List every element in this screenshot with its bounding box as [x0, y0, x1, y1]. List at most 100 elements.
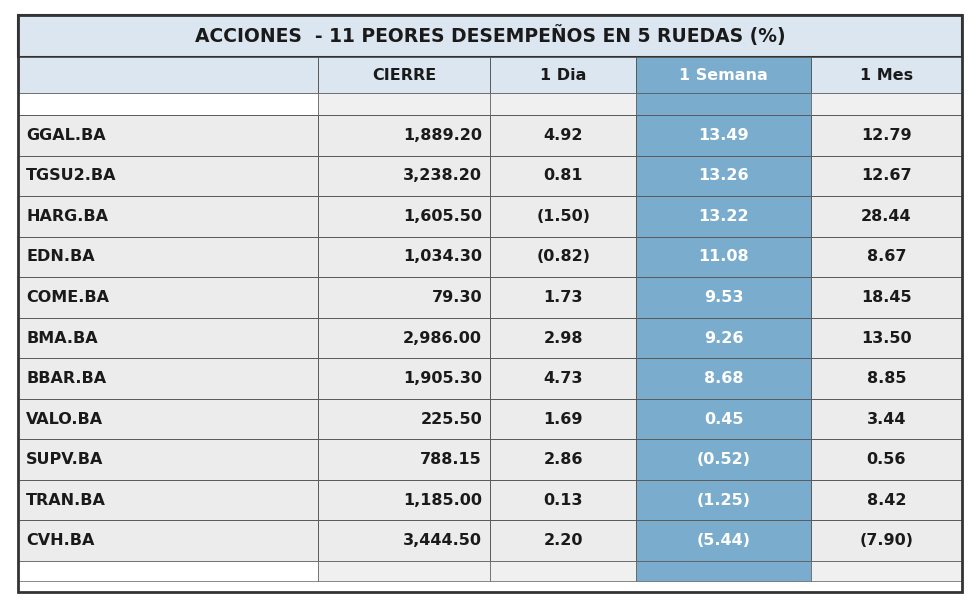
Bar: [490, 439, 636, 480]
Bar: [318, 115, 490, 155]
Text: 13.50: 13.50: [861, 330, 911, 345]
Bar: [490, 480, 636, 520]
Text: 1 Semana: 1 Semana: [679, 67, 768, 83]
Text: 12.67: 12.67: [861, 168, 911, 183]
Bar: [490, 561, 636, 581]
Text: 1 Dia: 1 Dia: [540, 67, 586, 83]
Bar: [811, 155, 962, 196]
Text: 13.49: 13.49: [699, 127, 749, 143]
Text: 3.44: 3.44: [866, 412, 907, 427]
Text: SUPV.BA: SUPV.BA: [26, 452, 103, 467]
Text: 8.68: 8.68: [704, 371, 744, 386]
Text: 1,605.50: 1,605.50: [403, 209, 482, 224]
Text: ACCIONES  - 11 PEORES DESEMPEÑOS EN 5 RUEDAS (%): ACCIONES - 11 PEORES DESEMPEÑOS EN 5 RUE…: [195, 25, 785, 47]
Bar: [490, 155, 636, 196]
Bar: [811, 317, 962, 358]
Text: 2,986.00: 2,986.00: [403, 330, 482, 345]
Bar: [18, 277, 318, 317]
Bar: [636, 480, 811, 520]
Bar: [18, 155, 318, 196]
Bar: [636, 155, 811, 196]
Text: GGAL.BA: GGAL.BA: [26, 127, 106, 143]
Text: VALO.BA: VALO.BA: [26, 412, 103, 427]
Text: 3,238.20: 3,238.20: [403, 168, 482, 183]
Text: 1.73: 1.73: [543, 290, 583, 305]
Text: (0.52): (0.52): [697, 452, 751, 467]
Text: HARG.BA: HARG.BA: [26, 209, 108, 224]
Bar: [18, 439, 318, 480]
Bar: [811, 399, 962, 439]
Text: 79.30: 79.30: [431, 290, 482, 305]
Text: 12.79: 12.79: [861, 127, 911, 143]
Bar: [811, 277, 962, 317]
Bar: [318, 317, 490, 358]
Bar: [636, 57, 811, 93]
Bar: [18, 317, 318, 358]
Bar: [490, 277, 636, 317]
Bar: [318, 561, 490, 581]
Text: 1 Mes: 1 Mes: [859, 67, 913, 83]
Bar: [490, 358, 636, 399]
Bar: [18, 196, 318, 237]
Bar: [636, 399, 811, 439]
Text: 2.86: 2.86: [543, 452, 583, 467]
Text: BBAR.BA: BBAR.BA: [26, 371, 106, 386]
Text: 2.98: 2.98: [543, 330, 583, 345]
Bar: [18, 15, 962, 57]
Bar: [318, 155, 490, 196]
Bar: [490, 115, 636, 155]
Bar: [18, 115, 318, 155]
Text: 0.81: 0.81: [543, 168, 583, 183]
Bar: [811, 561, 962, 581]
Bar: [18, 480, 318, 520]
Text: 18.45: 18.45: [861, 290, 911, 305]
Bar: [18, 561, 318, 581]
Bar: [636, 237, 811, 277]
Bar: [811, 439, 962, 480]
Bar: [811, 93, 962, 115]
Text: TGSU2.BA: TGSU2.BA: [26, 168, 117, 183]
Text: 13.26: 13.26: [699, 168, 749, 183]
Text: 2.20: 2.20: [543, 533, 583, 548]
Bar: [490, 317, 636, 358]
Text: (5.44): (5.44): [697, 533, 751, 548]
Text: (7.90): (7.90): [859, 533, 913, 548]
Text: 225.50: 225.50: [420, 412, 482, 427]
Text: 1.69: 1.69: [543, 412, 583, 427]
Text: TRAN.BA: TRAN.BA: [26, 493, 106, 507]
Text: 788.15: 788.15: [420, 452, 482, 467]
Text: 13.22: 13.22: [699, 209, 749, 224]
Text: CVH.BA: CVH.BA: [26, 533, 94, 548]
Bar: [811, 196, 962, 237]
Bar: [490, 57, 636, 93]
Bar: [636, 317, 811, 358]
Bar: [18, 399, 318, 439]
Text: 1,905.30: 1,905.30: [403, 371, 482, 386]
Text: 1,185.00: 1,185.00: [403, 493, 482, 507]
Text: 28.44: 28.44: [861, 209, 911, 224]
Text: 8.67: 8.67: [866, 249, 907, 265]
Text: 8.42: 8.42: [866, 493, 907, 507]
Bar: [636, 520, 811, 561]
Bar: [490, 237, 636, 277]
Text: 0.45: 0.45: [704, 412, 744, 427]
Bar: [636, 358, 811, 399]
Bar: [318, 196, 490, 237]
Text: 4.73: 4.73: [543, 371, 583, 386]
Bar: [318, 480, 490, 520]
Bar: [318, 439, 490, 480]
Bar: [811, 480, 962, 520]
Text: 0.13: 0.13: [543, 493, 583, 507]
Text: 8.85: 8.85: [866, 371, 907, 386]
Bar: [811, 115, 962, 155]
Text: COME.BA: COME.BA: [26, 290, 109, 305]
Bar: [811, 520, 962, 561]
Bar: [490, 520, 636, 561]
Bar: [318, 358, 490, 399]
Bar: [636, 277, 811, 317]
Bar: [636, 115, 811, 155]
Text: 11.08: 11.08: [699, 249, 749, 265]
Text: CIERRE: CIERRE: [372, 67, 436, 83]
Text: (0.82): (0.82): [536, 249, 590, 265]
Bar: [318, 399, 490, 439]
